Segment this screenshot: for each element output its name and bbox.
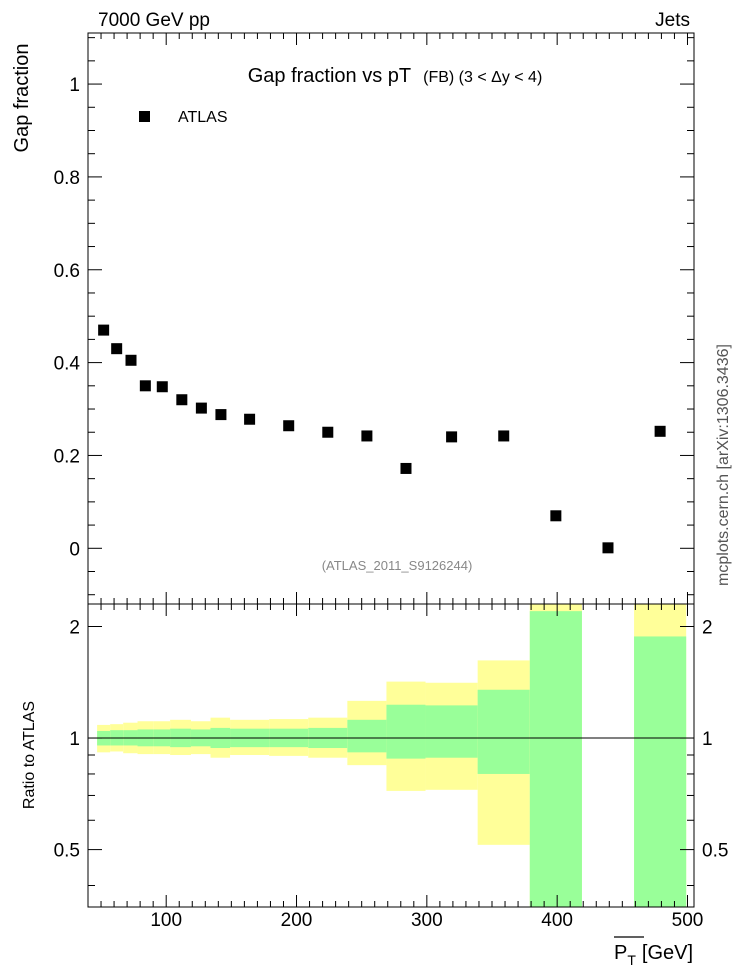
ratio-x-axis-label: PT [GeV] <box>614 936 693 968</box>
data-point <box>283 420 295 432</box>
data-point <box>498 430 510 442</box>
legend-marker-atlas <box>139 111 150 122</box>
ratio-panel: 0.5 0.5 1 1 2 2 100 200 300 400 500 Ratio to ATLA… <box>21 603 728 968</box>
ratio-bands <box>97 604 687 907</box>
ratio-band-inner <box>347 719 387 753</box>
ratio-y-axis-label: Ratio to ATLAS <box>21 701 38 809</box>
data-point <box>400 462 412 474</box>
y-tick-label: 0.6 <box>54 261 80 282</box>
main-data-points <box>98 324 666 554</box>
ratio-y-axis: 0.5 0.5 1 1 2 2 <box>54 617 728 887</box>
data-point <box>446 431 458 443</box>
data-point <box>550 510 562 522</box>
y-tick-label: 1 <box>69 75 80 96</box>
header-process-label: Jets <box>655 10 690 31</box>
ratio-y-tick-label-right: 2 <box>702 617 713 638</box>
x-tick-label: 400 <box>541 910 573 931</box>
ratio-band-inner <box>425 705 478 758</box>
main-y-axis: 0 0.2 0.4 0.6 0.8 1 <box>54 37 694 596</box>
ratio-x-axis-label-text: PT [GeV] <box>614 942 693 968</box>
data-point <box>111 343 123 355</box>
ratio-band-inner <box>529 611 582 907</box>
main-panel: 0 0.2 0.4 0.6 0.8 1 Gap fraction Gap fraction… <box>11 32 695 605</box>
ratio-y-tick-label-right: 0.5 <box>702 841 728 862</box>
ratio-x-axis-label-main: P <box>614 942 627 964</box>
data-point <box>244 413 256 425</box>
ratio-y-tick-label-left: 0.5 <box>54 841 80 862</box>
analysis-label: (ATLAS_2011_S9126244) <box>322 558 473 573</box>
chart-title-sub: (FB) (3 < Δy < 4) <box>423 69 542 86</box>
data-point <box>125 354 137 366</box>
y-tick-label: 0.4 <box>54 354 81 375</box>
ratio-y-tick-label-left: 1 <box>69 729 80 750</box>
ratio-band-inner <box>386 704 426 759</box>
ratio-band-inner <box>477 689 530 774</box>
data-point <box>602 542 614 554</box>
data-point <box>98 324 110 336</box>
main-x-axis <box>100 33 688 604</box>
header-energy-label: 7000 GeV pp <box>98 10 210 31</box>
data-point <box>176 394 188 406</box>
data-point <box>156 381 168 393</box>
data-point <box>195 402 207 414</box>
x-tick-label: 200 <box>281 910 313 931</box>
data-point <box>322 426 334 438</box>
data-point <box>654 425 666 437</box>
y-tick-label: 0 <box>69 539 80 560</box>
x-tick-label: 300 <box>411 910 443 931</box>
main-y-axis-label: Gap fraction <box>11 44 33 153</box>
ratio-x-axis: 100 200 300 400 500 <box>100 604 704 931</box>
ratio-x-axis-label-unit: [GeV] <box>642 942 693 964</box>
ratio-y-tick-label-left: 2 <box>69 617 80 638</box>
data-point <box>361 430 373 442</box>
legend-label-atlas: ATLAS <box>178 109 228 126</box>
side-source-label: mcplots.cern.ch [arXiv:1306.3436] <box>715 344 732 586</box>
data-point <box>215 409 227 421</box>
ratio-x-axis-label-sub: T <box>627 952 636 968</box>
y-tick-label: 0.2 <box>54 446 80 467</box>
y-tick-label: 0.8 <box>54 168 80 189</box>
chart-title-main: Gap fraction vs pT <box>248 65 411 87</box>
data-point <box>139 380 151 392</box>
x-tick-label: 100 <box>150 910 182 931</box>
ratio-band-inner <box>634 636 687 907</box>
x-tick-label: 500 <box>672 910 704 931</box>
ratio-y-tick-label-right: 1 <box>702 729 713 750</box>
chart-title: Gap fraction vs pT (FB) (3 < Δy < 4) <box>248 65 543 87</box>
